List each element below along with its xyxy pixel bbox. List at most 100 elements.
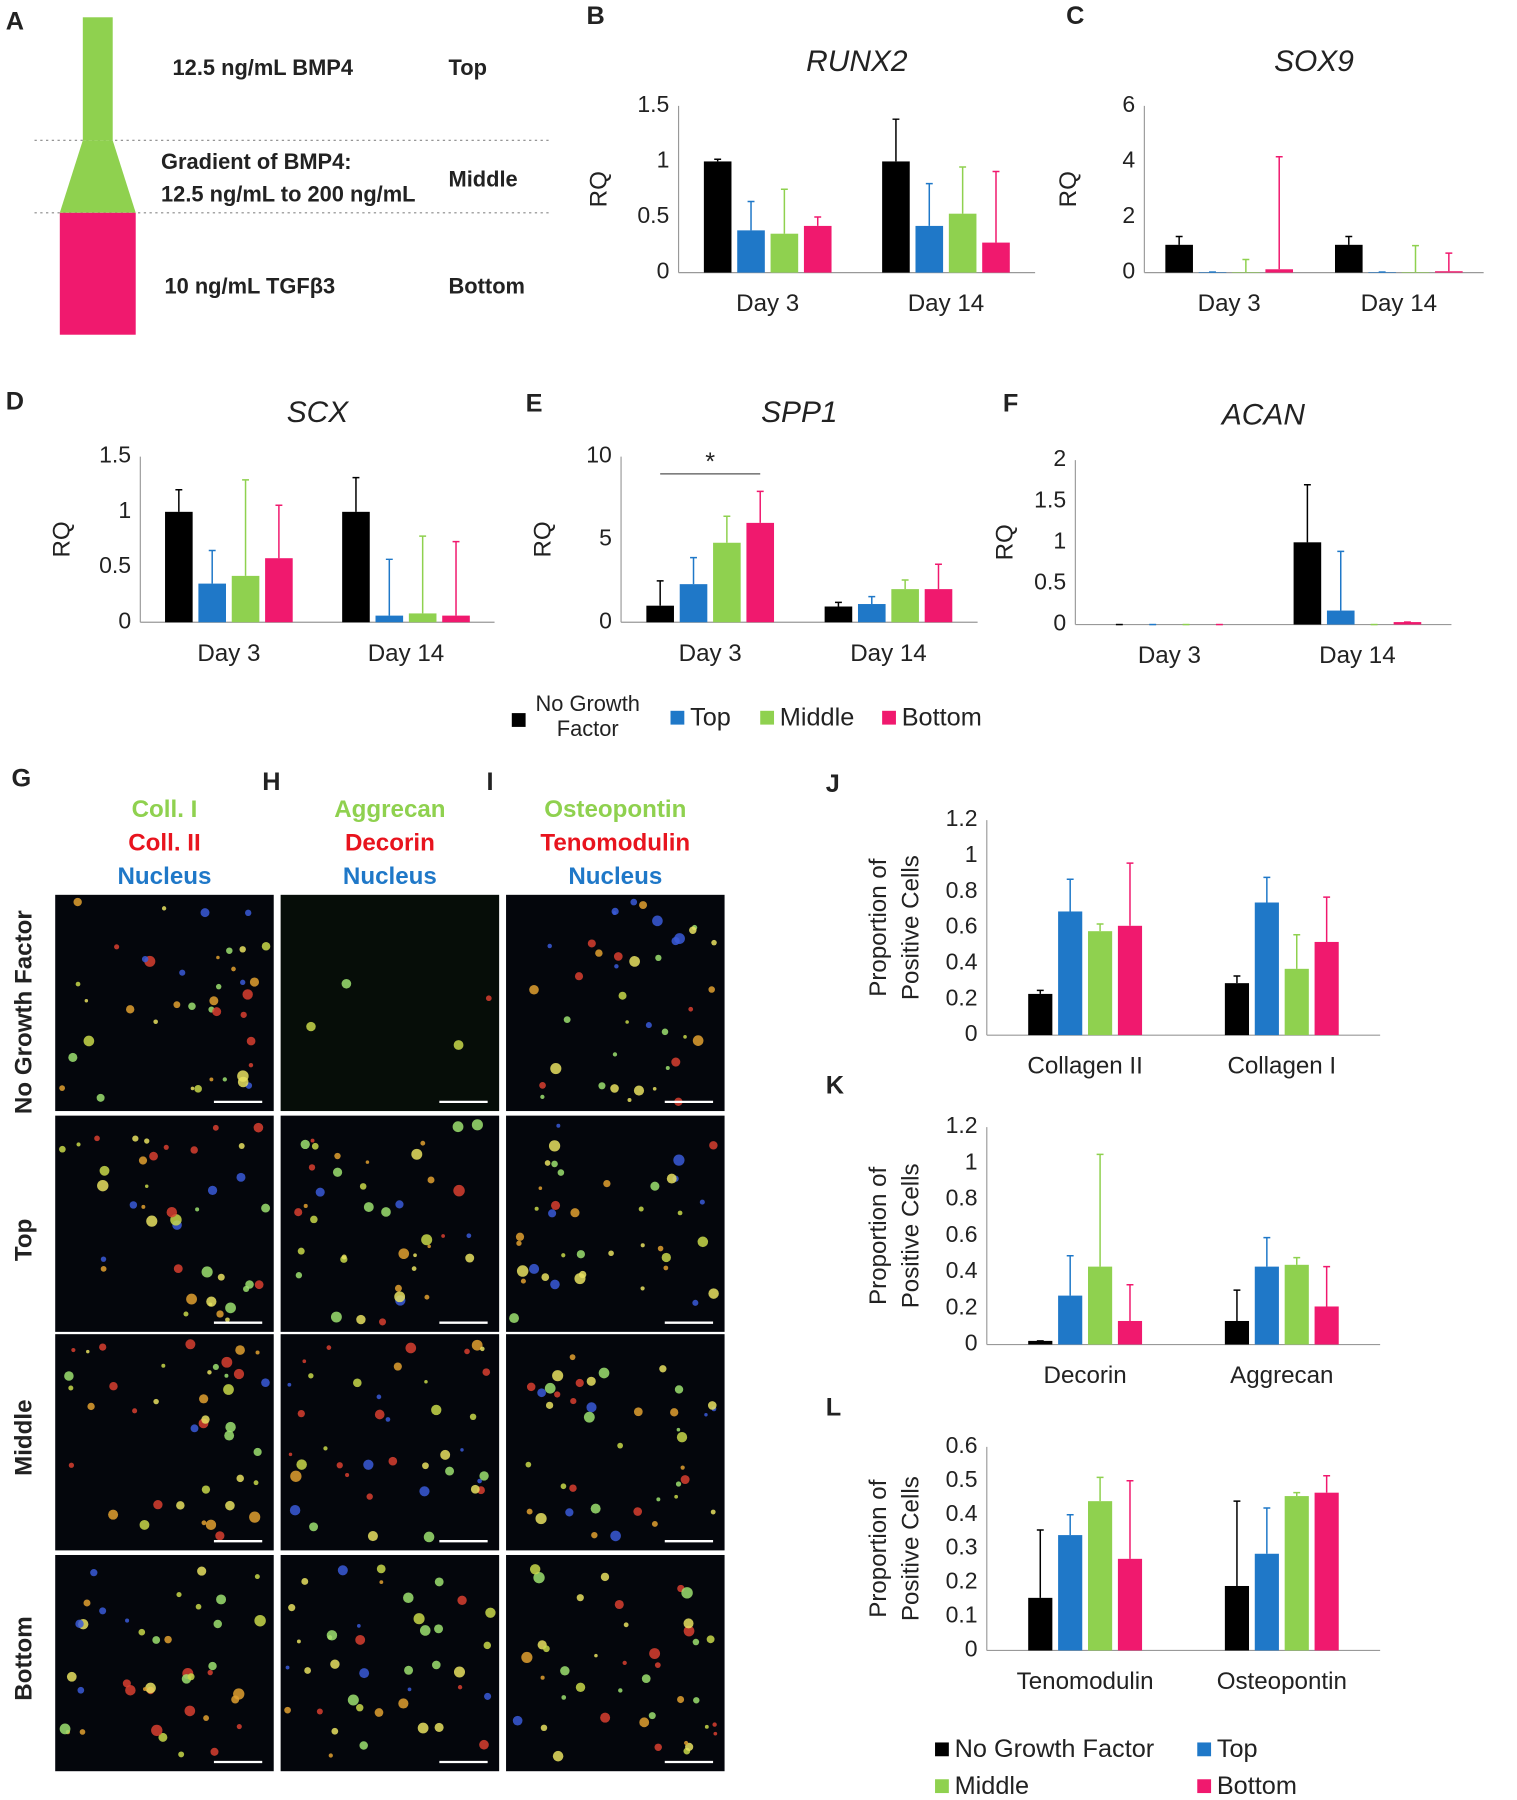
condition-text: 10 ng/mL TGFβ3 — [164, 273, 335, 298]
cell — [547, 943, 552, 949]
error-bar — [1175, 235, 1183, 245]
bar — [1058, 1295, 1083, 1345]
error-bar — [242, 479, 249, 576]
cell — [649, 1648, 661, 1660]
error-bar — [756, 490, 764, 523]
cell — [139, 1519, 150, 1530]
cell — [640, 1286, 645, 1291]
cell — [201, 1520, 207, 1526]
bar — [1088, 931, 1113, 1036]
cell — [261, 1378, 270, 1387]
cell — [405, 1342, 417, 1354]
cell — [161, 906, 167, 911]
cell — [285, 1665, 290, 1670]
x-tick-label: Day 3 — [736, 290, 799, 317]
cell — [233, 1688, 245, 1700]
error-bar — [1275, 155, 1283, 270]
cell — [213, 1619, 222, 1629]
cell — [297, 1247, 305, 1255]
cell — [221, 1356, 233, 1368]
error-bar — [452, 540, 460, 616]
cell — [83, 1599, 91, 1607]
x-tick-label: Day 3 — [679, 640, 742, 667]
cell — [308, 1373, 314, 1379]
cell — [151, 1724, 163, 1737]
cell — [600, 1572, 610, 1582]
stain-label: Decorin — [345, 830, 435, 857]
cell — [357, 1623, 361, 1628]
error-bar — [1066, 1255, 1074, 1296]
cell — [363, 1459, 374, 1470]
cell — [71, 1347, 76, 1353]
cell — [236, 1172, 246, 1182]
cell — [201, 1485, 211, 1494]
y-tick-label: 0.8 — [946, 877, 978, 903]
cell — [515, 1232, 525, 1241]
cell — [575, 1682, 586, 1693]
cell — [614, 1599, 624, 1610]
cell — [684, 1740, 689, 1746]
cell — [141, 1204, 146, 1209]
y-tick-label: 1.2 — [946, 805, 978, 831]
cell — [603, 1179, 611, 1188]
bar — [1224, 1320, 1250, 1345]
bar — [1058, 911, 1083, 1036]
cell — [337, 1565, 348, 1576]
cell — [68, 1052, 78, 1063]
cell — [431, 1404, 442, 1416]
cell — [544, 1160, 551, 1166]
cell — [633, 1085, 645, 1096]
error-bar — [1293, 934, 1301, 969]
legend-swatch — [935, 1779, 949, 1794]
micrograph — [55, 1334, 274, 1551]
cell — [249, 977, 260, 987]
cell — [512, 1715, 523, 1726]
cell — [477, 1478, 482, 1484]
cell — [535, 1512, 547, 1525]
cell — [209, 996, 219, 1006]
cell — [300, 1139, 310, 1150]
cell — [419, 1625, 431, 1636]
cell — [688, 1006, 694, 1012]
cell — [422, 1462, 429, 1470]
y-tick-label: 0.5 — [637, 202, 669, 228]
micrograph — [280, 1334, 500, 1551]
cell — [424, 1294, 430, 1300]
x-tick-label: Day 14 — [908, 290, 984, 317]
cell — [205, 1519, 217, 1531]
cell — [302, 1359, 307, 1364]
cell — [630, 898, 638, 906]
bar — [1165, 244, 1193, 273]
bar — [1435, 271, 1463, 273]
cell — [212, 1007, 222, 1017]
panel-a — [34, 17, 550, 335]
cell — [659, 1365, 667, 1373]
error-bar — [714, 158, 722, 162]
cell — [75, 981, 81, 987]
cell — [548, 1140, 561, 1152]
micrograph — [280, 1554, 500, 1772]
row-label: Middle — [11, 1399, 38, 1475]
cell — [94, 1135, 100, 1142]
cell — [625, 1020, 629, 1024]
cell — [464, 1348, 470, 1355]
error-bar — [814, 216, 822, 226]
error-bar — [1126, 1480, 1134, 1559]
cell — [633, 1407, 643, 1417]
cell — [465, 1253, 475, 1263]
cell — [138, 1628, 146, 1636]
cell — [224, 1373, 229, 1378]
cell — [153, 1398, 159, 1405]
cell — [203, 1715, 210, 1722]
cell — [420, 1140, 426, 1146]
cell — [142, 1687, 147, 1691]
cell — [224, 1430, 235, 1441]
cell — [212, 1363, 219, 1371]
chart-title: SPP1 — [761, 396, 837, 429]
cell — [538, 1186, 543, 1191]
cell — [326, 1630, 338, 1641]
cell — [657, 1245, 664, 1252]
bar — [824, 606, 853, 623]
cell — [144, 1184, 149, 1188]
cell — [618, 991, 627, 1000]
